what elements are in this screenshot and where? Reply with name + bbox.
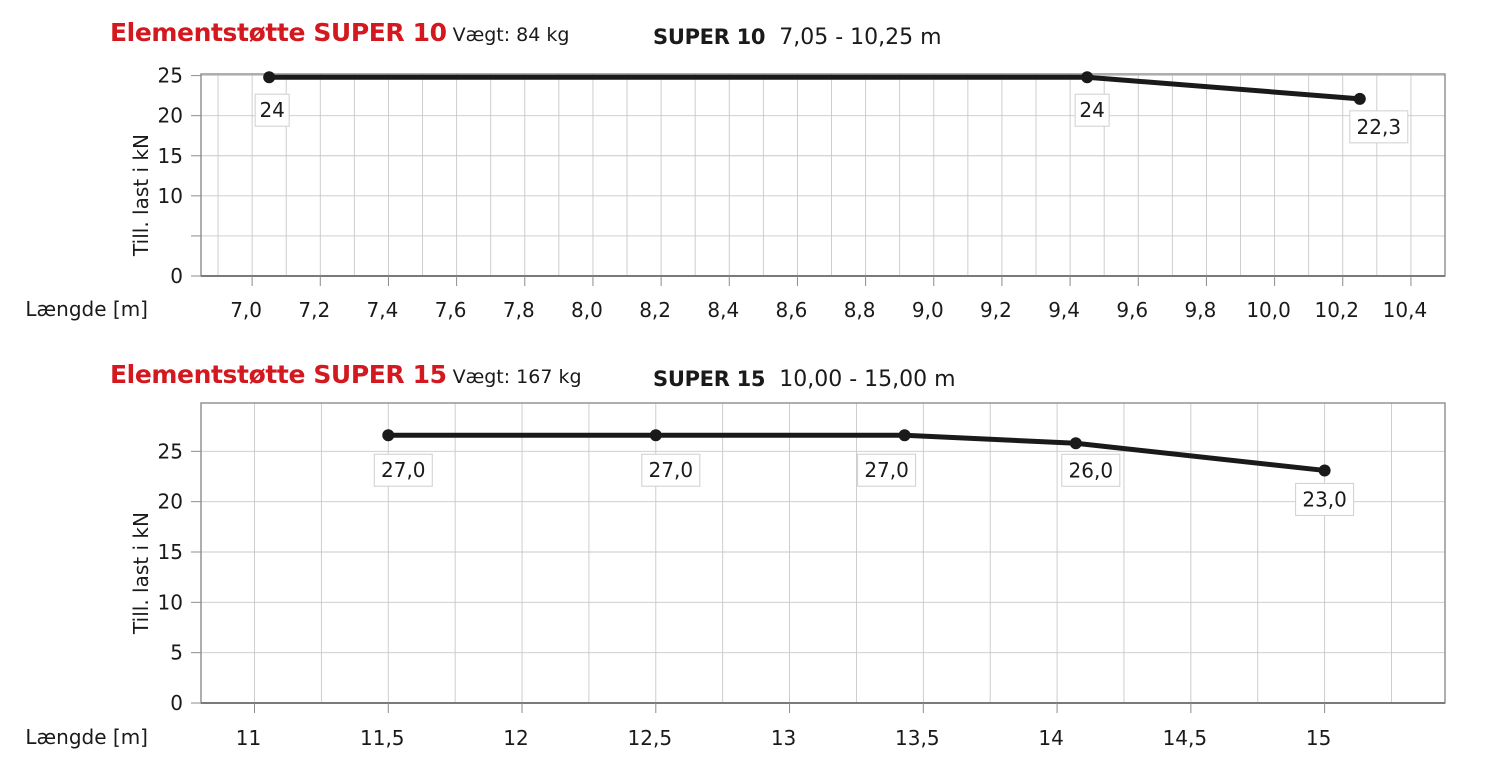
y-axis-label: Till. last i kN <box>129 512 153 635</box>
data-label-box <box>1061 453 1121 487</box>
data-label: 26,0 <box>1069 458 1114 482</box>
chart-title: Elementstøtte SUPER 15 Vægt: 167 kg <box>110 360 582 389</box>
x-tick-label: 12,5 <box>628 726 673 750</box>
weight-label: Vægt: 167 kg <box>452 366 582 388</box>
subtitle-range: 10,00 - 15,00 m <box>779 367 956 392</box>
chart-svg: 0 10 15 20 25 7,0 7,2 7,4 7,6 7,8 8,0 8,2 8,4 8,6 8,8 9… <box>25 64 1446 322</box>
x-tick-label: 12 <box>503 726 528 750</box>
data-label-box <box>1295 482 1355 516</box>
data-label: 23,0 <box>1302 487 1347 511</box>
chart-title: Elementstøtte SUPER 10 Vægt: 84 kg <box>110 18 569 47</box>
y-tick-label: 15 <box>158 540 183 564</box>
data-label: 22,3 <box>1357 115 1402 139</box>
data-label-box <box>373 453 433 487</box>
chart-super-10: Elementstøtte SUPER 10 Vægt: 84 kg SUPER … <box>0 0 1500 330</box>
y-tick-label: 20 <box>158 104 183 128</box>
x-tick-label: 9,6 <box>1116 298 1148 322</box>
chart-super-15: Elementstøtte SUPER 15 Vægt: 167 kg SUPER… <box>0 350 1500 768</box>
data-point <box>1081 71 1094 84</box>
x-tick-label: 7,2 <box>298 298 330 322</box>
data-label-box <box>641 453 701 487</box>
x-tick-label: 9,8 <box>1185 298 1217 322</box>
x-tick-label: 7,8 <box>503 298 535 322</box>
data-label-box <box>1349 110 1409 144</box>
x-tick-label: 7,0 <box>230 298 262 322</box>
chart-svg: 0 5 10 15 20 25 11 11,5 12 12,5 13 13,5 14 14,5 15 Læng… <box>25 402 1446 750</box>
x-tick-label: 9,2 <box>980 298 1012 322</box>
y-tick-label: 15 <box>158 144 183 168</box>
data-point <box>382 429 395 442</box>
x-tick-label: 9,0 <box>912 298 944 322</box>
subtitle-model: SUPER 15 <box>653 367 766 391</box>
y-tick-label: 5 <box>170 641 183 665</box>
data-point <box>263 71 276 84</box>
x-tick-label: 7,4 <box>367 298 399 322</box>
data-point <box>1353 92 1366 105</box>
y-tick-label: 10 <box>158 184 183 208</box>
x-axis-label: Længde [m] <box>25 725 148 749</box>
x-tick-label: 14 <box>1038 726 1063 750</box>
x-tick-label: 10,2 <box>1314 298 1359 322</box>
x-tick-label: 14,5 <box>1163 726 1208 750</box>
y-tick-label: 20 <box>158 490 183 514</box>
x-tick-label: 7,6 <box>435 298 467 322</box>
x-tick-label: 11,5 <box>360 726 405 750</box>
x-tick-label: 9,4 <box>1048 298 1080 322</box>
data-point <box>1318 464 1331 477</box>
chart-subtitle: SUPER 15 10,00 - 15,00 m <box>653 367 956 392</box>
y-axis-label: Till. last i kN <box>129 134 153 257</box>
data-label-box <box>254 93 290 127</box>
y-tick-label: 0 <box>170 691 183 715</box>
y-tick-label: 25 <box>158 439 183 463</box>
weight-label: Vægt: 84 kg <box>452 24 570 46</box>
data-label: 24 <box>259 98 284 122</box>
chart-subtitle: SUPER 10 7,05 - 10,25 m <box>653 25 942 50</box>
x-tick-label: 8,8 <box>844 298 876 322</box>
x-tick-label: 8,2 <box>639 298 671 322</box>
x-tick-label: 10,4 <box>1383 298 1428 322</box>
data-label-box <box>857 453 917 487</box>
x-tick-label: 15 <box>1306 726 1331 750</box>
x-tick-label: 8,4 <box>707 298 739 322</box>
x-tick-label: 13 <box>771 726 796 750</box>
data-label: 27,0 <box>649 458 694 482</box>
x-tick-label: 11 <box>236 726 261 750</box>
data-point <box>898 429 911 442</box>
data-point <box>1069 437 1082 450</box>
data-label: 27,0 <box>381 458 426 482</box>
x-tick-label: 8,6 <box>776 298 808 322</box>
x-axis-label: Længde [m] <box>25 297 148 321</box>
chart-title-main: Elementstøtte SUPER 10 <box>110 18 447 47</box>
plot-area <box>201 403 1445 703</box>
x-tick-label: 8,0 <box>571 298 603 322</box>
plot-area <box>201 74 1445 276</box>
y-tick-label: 10 <box>158 590 183 614</box>
data-point <box>649 429 662 442</box>
y-tick-label: 0 <box>170 264 183 288</box>
x-tick-label: 10,0 <box>1246 298 1291 322</box>
subtitle-model: SUPER 10 <box>653 25 766 49</box>
y-tick-label: 25 <box>158 64 183 88</box>
data-label-box <box>1074 93 1110 127</box>
subtitle-range: 7,05 - 10,25 m <box>779 25 942 50</box>
data-label: 27,0 <box>864 458 909 482</box>
chart-title-main: Elementstøtte SUPER 15 <box>110 360 447 389</box>
data-label: 24 <box>1079 98 1104 122</box>
x-tick-label: 13,5 <box>895 726 940 750</box>
